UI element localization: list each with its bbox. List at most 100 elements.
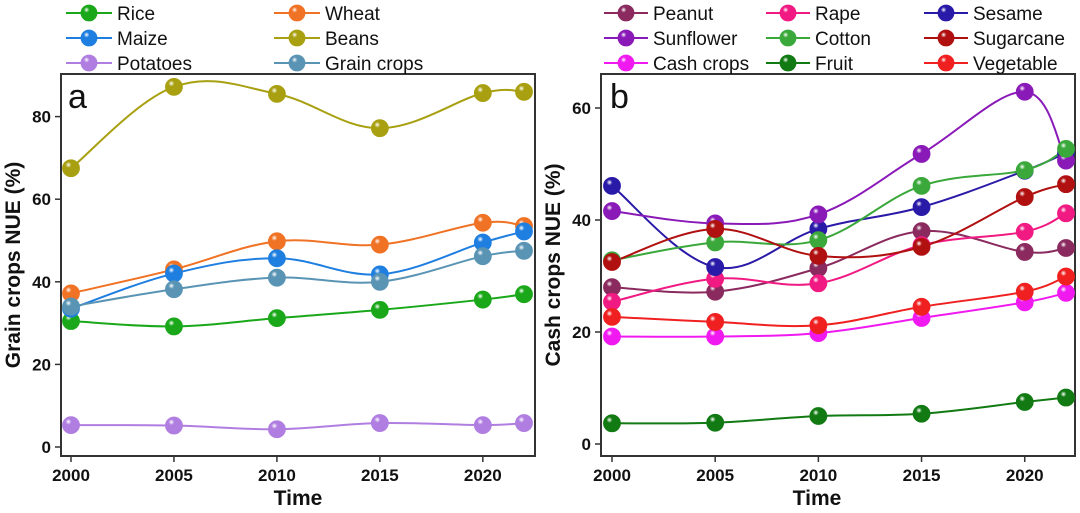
series-line-fruit xyxy=(611,396,1067,425)
data-point-wheat-2020 xyxy=(473,213,492,232)
legend-marker xyxy=(80,29,98,47)
data-point-beans-2015 xyxy=(370,119,389,138)
legend-item-rape: Rape xyxy=(766,4,860,25)
legend-label: Fruit xyxy=(815,54,854,75)
y-tick-label: 20 xyxy=(32,355,51,374)
data-point-beans-2022 xyxy=(515,82,533,101)
x-tick-label: 2015 xyxy=(361,466,399,485)
legend-marker xyxy=(80,54,98,72)
legend-item-cotton: Cotton xyxy=(766,29,871,50)
series-line-maize xyxy=(70,230,525,310)
x-tick-label: 2005 xyxy=(155,466,193,485)
data-point-cotton-2022 xyxy=(1057,139,1075,158)
data-point-vegetable-2020 xyxy=(1015,282,1034,301)
data-point-vegetable-2000 xyxy=(603,307,621,326)
legend-label: Sunflower xyxy=(653,29,738,50)
legend-label: Beans xyxy=(325,29,379,50)
data-point-sunflower-2000 xyxy=(603,202,621,220)
x-tick-label: 2005 xyxy=(696,466,734,485)
data-point-cash-crops-2000 xyxy=(603,327,621,346)
data-point-sugarcane-2005 xyxy=(706,220,725,238)
data-point-sesame-2000 xyxy=(603,176,621,195)
legend-label: Cash crops xyxy=(653,54,749,75)
data-point-peanut-2020 xyxy=(1015,243,1034,261)
legend-label: Rice xyxy=(117,4,155,25)
data-point-rape-2000 xyxy=(603,292,621,311)
data-point-potatoes-2010 xyxy=(268,420,286,439)
data-point-grain-crops-2015 xyxy=(370,272,389,291)
legend-b: Peanut Rape Sesame Sunflower Cotton Sugarcane… xyxy=(604,4,1065,75)
legend-label: Peanut xyxy=(653,4,714,25)
legend-marker xyxy=(617,29,635,47)
series-line-beans xyxy=(70,80,525,170)
legend-marker xyxy=(80,4,98,22)
y-tick-label: 80 xyxy=(32,108,51,127)
data-point-vegetable-2005 xyxy=(706,313,725,331)
data-point-sunflower-2010 xyxy=(809,205,828,224)
x-axis-title-a: Time xyxy=(274,487,323,510)
legend-a: Rice Wheat Maize Beans Potatoes Grain crops xyxy=(66,4,423,75)
y-tick-label: 0 xyxy=(42,438,51,457)
y-axis-title-a: Grain crops NUE (%) xyxy=(2,162,25,369)
legend-item-fruit: Fruit xyxy=(766,54,854,75)
legend-marker xyxy=(779,29,797,47)
data-point-peanut-2022 xyxy=(1057,239,1075,257)
data-point-potatoes-2015 xyxy=(370,414,389,432)
legend-label: Wheat xyxy=(325,4,381,25)
series-line-peanut xyxy=(611,229,1067,294)
data-point-potatoes-2000 xyxy=(62,416,80,435)
legend-marker xyxy=(937,29,955,47)
data-point-vegetable-2022 xyxy=(1057,267,1075,286)
legend-item-cash-crops: Cash crops xyxy=(604,54,749,75)
data-point-beans-2000 xyxy=(62,159,80,178)
y-tick-label: 40 xyxy=(32,273,51,292)
legend-item-rice: Rice xyxy=(66,4,155,25)
data-point-fruit-2005 xyxy=(706,413,725,432)
data-point-beans-2005 xyxy=(165,77,183,96)
series-line-potatoes xyxy=(70,421,525,431)
legend-label: Sugarcane xyxy=(973,29,1065,50)
legend-label: Vegetable xyxy=(973,54,1058,75)
legend-label: Rape xyxy=(815,4,860,25)
legend-item-grain-crops: Grain crops xyxy=(274,54,423,75)
y-tick-label: 0 xyxy=(582,435,591,454)
axes-b: 2000 2005 2010 2015 2020 0 20 40 60 xyxy=(572,99,1044,485)
x-tick-label: 2020 xyxy=(1006,466,1044,485)
legend-marker xyxy=(779,4,797,22)
legend-item-peanut: Peanut xyxy=(604,4,714,25)
data-point-rice-2010 xyxy=(268,309,286,328)
data-point-sesame-2005 xyxy=(706,258,725,276)
series-lines-a xyxy=(70,80,525,431)
data-point-grain-crops-2000 xyxy=(62,297,80,316)
axes-a: 2000 2005 2010 2015 2020 0 20 40 60 80 xyxy=(32,108,502,485)
data-point-vegetable-2015 xyxy=(912,297,931,316)
data-point-fruit-2000 xyxy=(603,414,621,433)
data-point-cash-crops-2022 xyxy=(1057,283,1075,302)
data-point-potatoes-2022 xyxy=(515,414,533,432)
panel-b-cash-crops: b 2000 2005 2010 2015 2020 0 20 40 60 Time Cash … xyxy=(542,4,1076,510)
data-point-fruit-2010 xyxy=(809,407,828,425)
legend-label: Maize xyxy=(117,29,168,50)
data-point-rice-2022 xyxy=(515,285,533,304)
x-tick-label: 2010 xyxy=(799,466,837,485)
x-tick-label: 2000 xyxy=(52,466,90,485)
legend-marker xyxy=(937,54,955,72)
data-point-grain-crops-2005 xyxy=(165,280,183,299)
data-point-potatoes-2020 xyxy=(473,416,492,435)
legend-label: Cotton xyxy=(815,29,871,50)
series-points-b xyxy=(603,82,1075,433)
data-point-grain-crops-2020 xyxy=(473,247,492,266)
panel-letter-b: b xyxy=(610,78,629,116)
data-point-cotton-2010 xyxy=(809,231,828,250)
legend-item-sunflower: Sunflower xyxy=(604,29,738,50)
panel-a-grain-crops: a 2000 2005 2010 2015 2020 0 20 40 60 80 Time Gra… xyxy=(2,4,536,510)
data-point-fruit-2020 xyxy=(1015,393,1034,411)
series-line-sunflower xyxy=(611,90,1067,226)
series-line-cotton xyxy=(611,147,1067,262)
legend-marker xyxy=(288,54,306,72)
legend-item-sesame: Sesame xyxy=(924,4,1043,25)
legend-item-wheat: Wheat xyxy=(274,4,381,25)
y-tick-label: 20 xyxy=(572,323,591,342)
panel-letter-a: a xyxy=(68,78,87,116)
